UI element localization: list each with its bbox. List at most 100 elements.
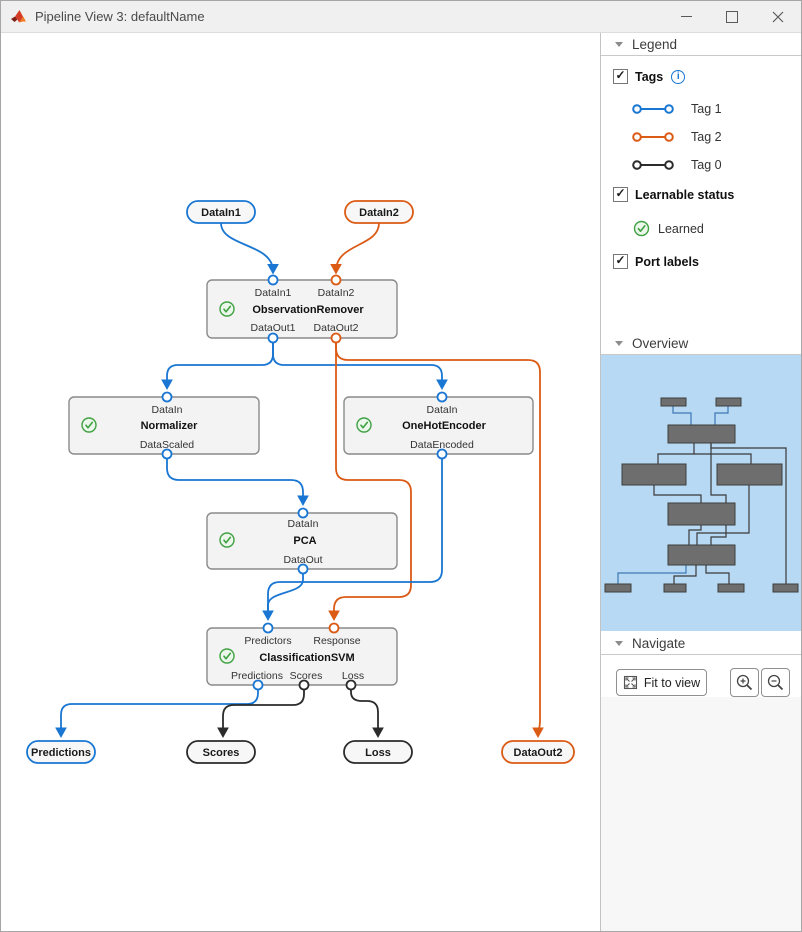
edge-dataout2-to-dataout2-sink xyxy=(335,342,544,739)
port-classificationsvm-predictors[interactable] xyxy=(262,622,274,634)
edge-loss-out xyxy=(350,689,384,739)
overview-header-label: Overview xyxy=(632,335,689,351)
edge-dataout1-to-normalizer xyxy=(161,342,274,391)
overview-minimap[interactable] xyxy=(601,355,802,631)
port-label-dataencoded: DataEncoded xyxy=(410,439,474,451)
node-normalizer[interactable]: DataIn Normalizer DataScaled xyxy=(68,391,260,460)
zoom-in-icon xyxy=(736,674,753,691)
minimap-blocks xyxy=(604,397,799,593)
learned-status-icon xyxy=(219,648,235,664)
port-label-datain: DataIn xyxy=(288,518,319,530)
node-predictions[interactable]: Predictions xyxy=(26,740,96,764)
matlab-logo-icon xyxy=(11,9,26,22)
port-classificationsvm-response[interactable] xyxy=(328,622,340,634)
zoom-in-button[interactable] xyxy=(730,668,759,697)
pipeline-canvas[interactable]: DataIn1 DataIn2 DataIn1 DataIn2 Observat… xyxy=(1,33,601,931)
tags-row: ✓ Tags i xyxy=(613,69,686,84)
zoom-out-icon xyxy=(767,674,784,691)
port-label-response: Response xyxy=(313,635,360,647)
node-normalizer-title: Normalizer xyxy=(141,420,199,432)
minimize-button[interactable] xyxy=(663,1,709,32)
edge-scores-out xyxy=(217,689,305,739)
info-glyph: i xyxy=(676,71,680,82)
node-scores-label: Scores xyxy=(203,747,240,759)
tags-checkbox[interactable]: ✓ xyxy=(613,69,628,84)
close-button[interactable] xyxy=(755,1,801,32)
node-observationremover[interactable]: DataIn1 DataIn2 ObservationRemover DataO… xyxy=(206,274,398,344)
port-onehotencoder-datain[interactable] xyxy=(436,391,448,403)
edge-pcaout-to-predictors xyxy=(267,573,304,618)
node-predictions-label: Predictions xyxy=(31,747,91,759)
edge-predictions-out xyxy=(55,689,259,739)
edge-datain1-to-observationremover xyxy=(220,222,279,275)
titlebar: Pipeline View 3: defaultName xyxy=(1,1,801,33)
port-observationremover-datain2[interactable] xyxy=(330,274,342,286)
fit-to-view-label: Fit to view xyxy=(643,675,701,690)
minimize-icon xyxy=(680,16,692,17)
maximize-button[interactable] xyxy=(709,1,755,32)
panel-empty-area xyxy=(601,697,801,931)
learnable-status-row: ✓ Learnable status xyxy=(613,187,734,202)
tag2-line-icon xyxy=(632,132,674,142)
port-observationremover-dataout2[interactable] xyxy=(330,332,342,344)
side-panel: Legend ✓ Tags i Tag 1 Tag 2 xyxy=(601,33,802,931)
overview-section-header[interactable]: Overview xyxy=(601,332,801,355)
port-label-predictions: Predictions xyxy=(231,670,283,682)
port-labels-checkbox[interactable]: ✓ xyxy=(613,254,628,269)
legend-header-label: Legend xyxy=(632,36,678,52)
tag0-line-icon xyxy=(632,160,674,170)
port-classificationsvm-scores[interactable] xyxy=(298,679,310,691)
port-pca-datain[interactable] xyxy=(297,507,309,519)
port-label-datain1: DataIn1 xyxy=(255,287,292,299)
port-pca-dataout[interactable] xyxy=(297,563,309,575)
node-dataout2[interactable]: DataOut2 xyxy=(501,740,575,764)
node-datain2[interactable]: DataIn2 xyxy=(344,200,414,224)
port-label-loss: Loss xyxy=(342,670,364,682)
port-label-scores: Scores xyxy=(290,670,323,682)
checkmark-icon: ✓ xyxy=(615,186,626,200)
port-classificationsvm-loss[interactable] xyxy=(345,679,357,691)
port-observationremover-datain1[interactable] xyxy=(267,274,279,286)
tag1-label: Tag 1 xyxy=(691,102,722,116)
node-onehotencoder[interactable]: DataIn OneHotEncoder DataEncoded xyxy=(343,391,534,460)
tag1-legend-row: Tag 1 xyxy=(631,102,722,116)
port-normalizer-datascaled[interactable] xyxy=(161,448,173,460)
port-normalizer-datain[interactable] xyxy=(161,391,173,403)
node-datain2-label: DataIn2 xyxy=(359,207,399,219)
collapse-arrow-icon xyxy=(615,41,623,47)
legend-section-header[interactable]: Legend xyxy=(601,33,801,56)
checkmark-icon: ✓ xyxy=(615,253,626,267)
zoom-out-button[interactable] xyxy=(761,668,790,697)
port-observationremover-dataout1[interactable] xyxy=(267,332,279,344)
port-onehotencoder-dataencoded[interactable] xyxy=(436,448,448,460)
pipeline-diagram: DataIn1 DataIn2 DataIn1 DataIn2 Observat… xyxy=(26,200,575,764)
node-dataout2-label: DataOut2 xyxy=(514,747,563,759)
node-datain1[interactable]: DataIn1 xyxy=(186,200,256,224)
tag2-legend-row: Tag 2 xyxy=(631,130,722,144)
navigate-section-header[interactable]: Navigate xyxy=(601,632,801,655)
collapse-arrow-icon xyxy=(615,340,623,346)
learnable-status-checkbox[interactable]: ✓ xyxy=(613,187,628,202)
node-observationremover-title: ObservationRemover xyxy=(252,304,364,316)
port-classificationsvm-predictions[interactable] xyxy=(252,679,264,691)
port-label-predictors: Predictors xyxy=(244,635,291,647)
learned-status-icon xyxy=(81,417,97,433)
port-labels-row: ✓ Port labels xyxy=(613,254,699,269)
edges xyxy=(55,222,544,739)
collapse-arrow-icon xyxy=(615,640,623,646)
tag2-label: Tag 2 xyxy=(691,130,722,144)
node-pca[interactable]: DataIn PCA DataOut xyxy=(206,507,398,575)
fit-to-view-button[interactable]: Fit to view xyxy=(616,669,707,696)
window-controls xyxy=(663,1,801,32)
node-loss[interactable]: Loss xyxy=(343,740,413,764)
info-icon[interactable]: i xyxy=(671,69,686,84)
tag0-legend-row: Tag 0 xyxy=(631,158,722,172)
node-loss-label: Loss xyxy=(365,747,391,759)
node-pca-title: PCA xyxy=(293,535,316,547)
node-scores[interactable]: Scores xyxy=(186,740,256,764)
node-classificationsvm[interactable]: Predictors Response ClassificationSVM Pr… xyxy=(206,622,398,691)
node-datain1-label: DataIn1 xyxy=(201,207,241,219)
close-icon xyxy=(772,11,784,22)
window-title: Pipeline View 3: defaultName xyxy=(35,9,205,24)
edge-datain2-to-observationremover xyxy=(330,222,380,275)
